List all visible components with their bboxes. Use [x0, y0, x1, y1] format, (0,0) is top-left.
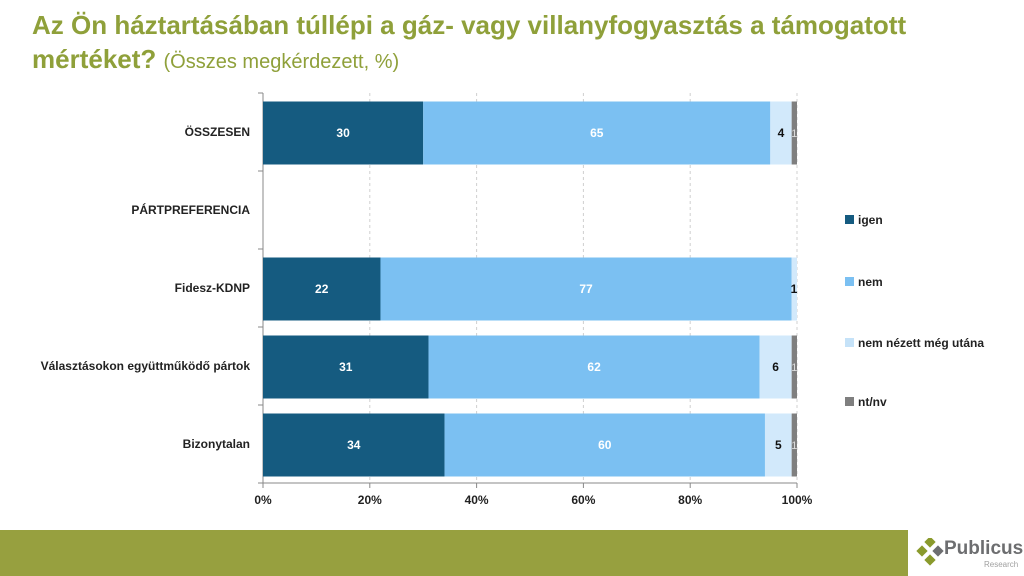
- bar-nt-nv: [791, 413, 797, 477]
- data-label: 65: [590, 126, 604, 140]
- bar-igen: [263, 257, 381, 321]
- bar-nem: [444, 413, 765, 477]
- legend-swatch: [845, 277, 854, 286]
- bar-nem: [423, 101, 771, 165]
- bar-nem-n-zett-m-g-ut-na: [759, 335, 792, 399]
- data-label: 6: [772, 360, 779, 374]
- stacked-bar-chart: 0% 20% 40% 60% 80% 100%ÖSSZESEN 30 65 4 1PÁRTPREF…: [41, 92, 984, 507]
- title-subtitle: (Összes megkérdezett, %): [163, 51, 400, 73]
- bar-nem: [380, 257, 792, 321]
- category-label: Bizonytalan: [183, 437, 250, 451]
- legend-swatch: [845, 215, 854, 224]
- x-tick-label: 80%: [678, 493, 702, 507]
- legend-label: nem nézett még utána: [858, 336, 984, 350]
- legend-label: igen: [858, 213, 883, 227]
- legend-swatch: [845, 397, 854, 406]
- bar-nt-nv: [791, 101, 797, 165]
- data-label: 31: [339, 360, 353, 374]
- bar-igen: [263, 413, 445, 477]
- legend-label: nem: [858, 275, 883, 289]
- bar-nem-n-zett-m-g-ut-na: [791, 257, 797, 321]
- category-label: Választásokon együttműködő pártok: [41, 359, 251, 373]
- x-tick-label: 20%: [358, 493, 382, 507]
- bar-nem-n-zett-m-g-ut-na: [770, 101, 792, 165]
- x-tick-label: 60%: [571, 493, 595, 507]
- data-label: 60: [598, 438, 612, 452]
- x-tick-label: 100%: [782, 493, 813, 507]
- logo-name: Publicus: [944, 538, 1024, 559]
- x-tick-label: 0%: [254, 493, 272, 507]
- data-label: 77: [579, 282, 593, 296]
- category-label: Fidesz-KDNP: [175, 281, 250, 295]
- category-label: ÖSSZESEN: [185, 124, 250, 139]
- data-label: 62: [587, 360, 601, 374]
- bar-nem: [428, 335, 760, 399]
- data-label: 1: [791, 282, 798, 296]
- data-label: 1: [791, 128, 797, 140]
- data-label: 1: [791, 440, 797, 452]
- data-label: 5: [775, 438, 782, 452]
- bar-igen: [263, 335, 429, 399]
- title-main: Az Ön háztartásában túllépi a gáz- vagy …: [32, 10, 907, 74]
- bar-nt-nv: [791, 335, 797, 399]
- footer-band: [0, 530, 908, 576]
- category-label: PÁRTPREFERENCIA: [131, 202, 250, 217]
- x-tick-label: 40%: [465, 493, 489, 507]
- data-label: 30: [336, 126, 350, 140]
- data-label: 1: [791, 362, 797, 374]
- data-label: 34: [347, 438, 361, 452]
- legend-swatch: [845, 338, 854, 347]
- chart-title: Az Ön háztartásában túllépi a gáz- vagy …: [32, 8, 992, 79]
- bar-igen: [263, 101, 424, 165]
- logo-tagline: Research: [984, 560, 1019, 569]
- data-label: 22: [315, 282, 329, 296]
- legend-label: nt/nv: [858, 395, 887, 409]
- publicus-logo: Publicus Research: [914, 534, 1024, 574]
- bar-nem-n-zett-m-g-ut-na: [764, 413, 792, 477]
- logo-diamonds-icon: [916, 538, 944, 566]
- data-label: 4: [778, 126, 785, 140]
